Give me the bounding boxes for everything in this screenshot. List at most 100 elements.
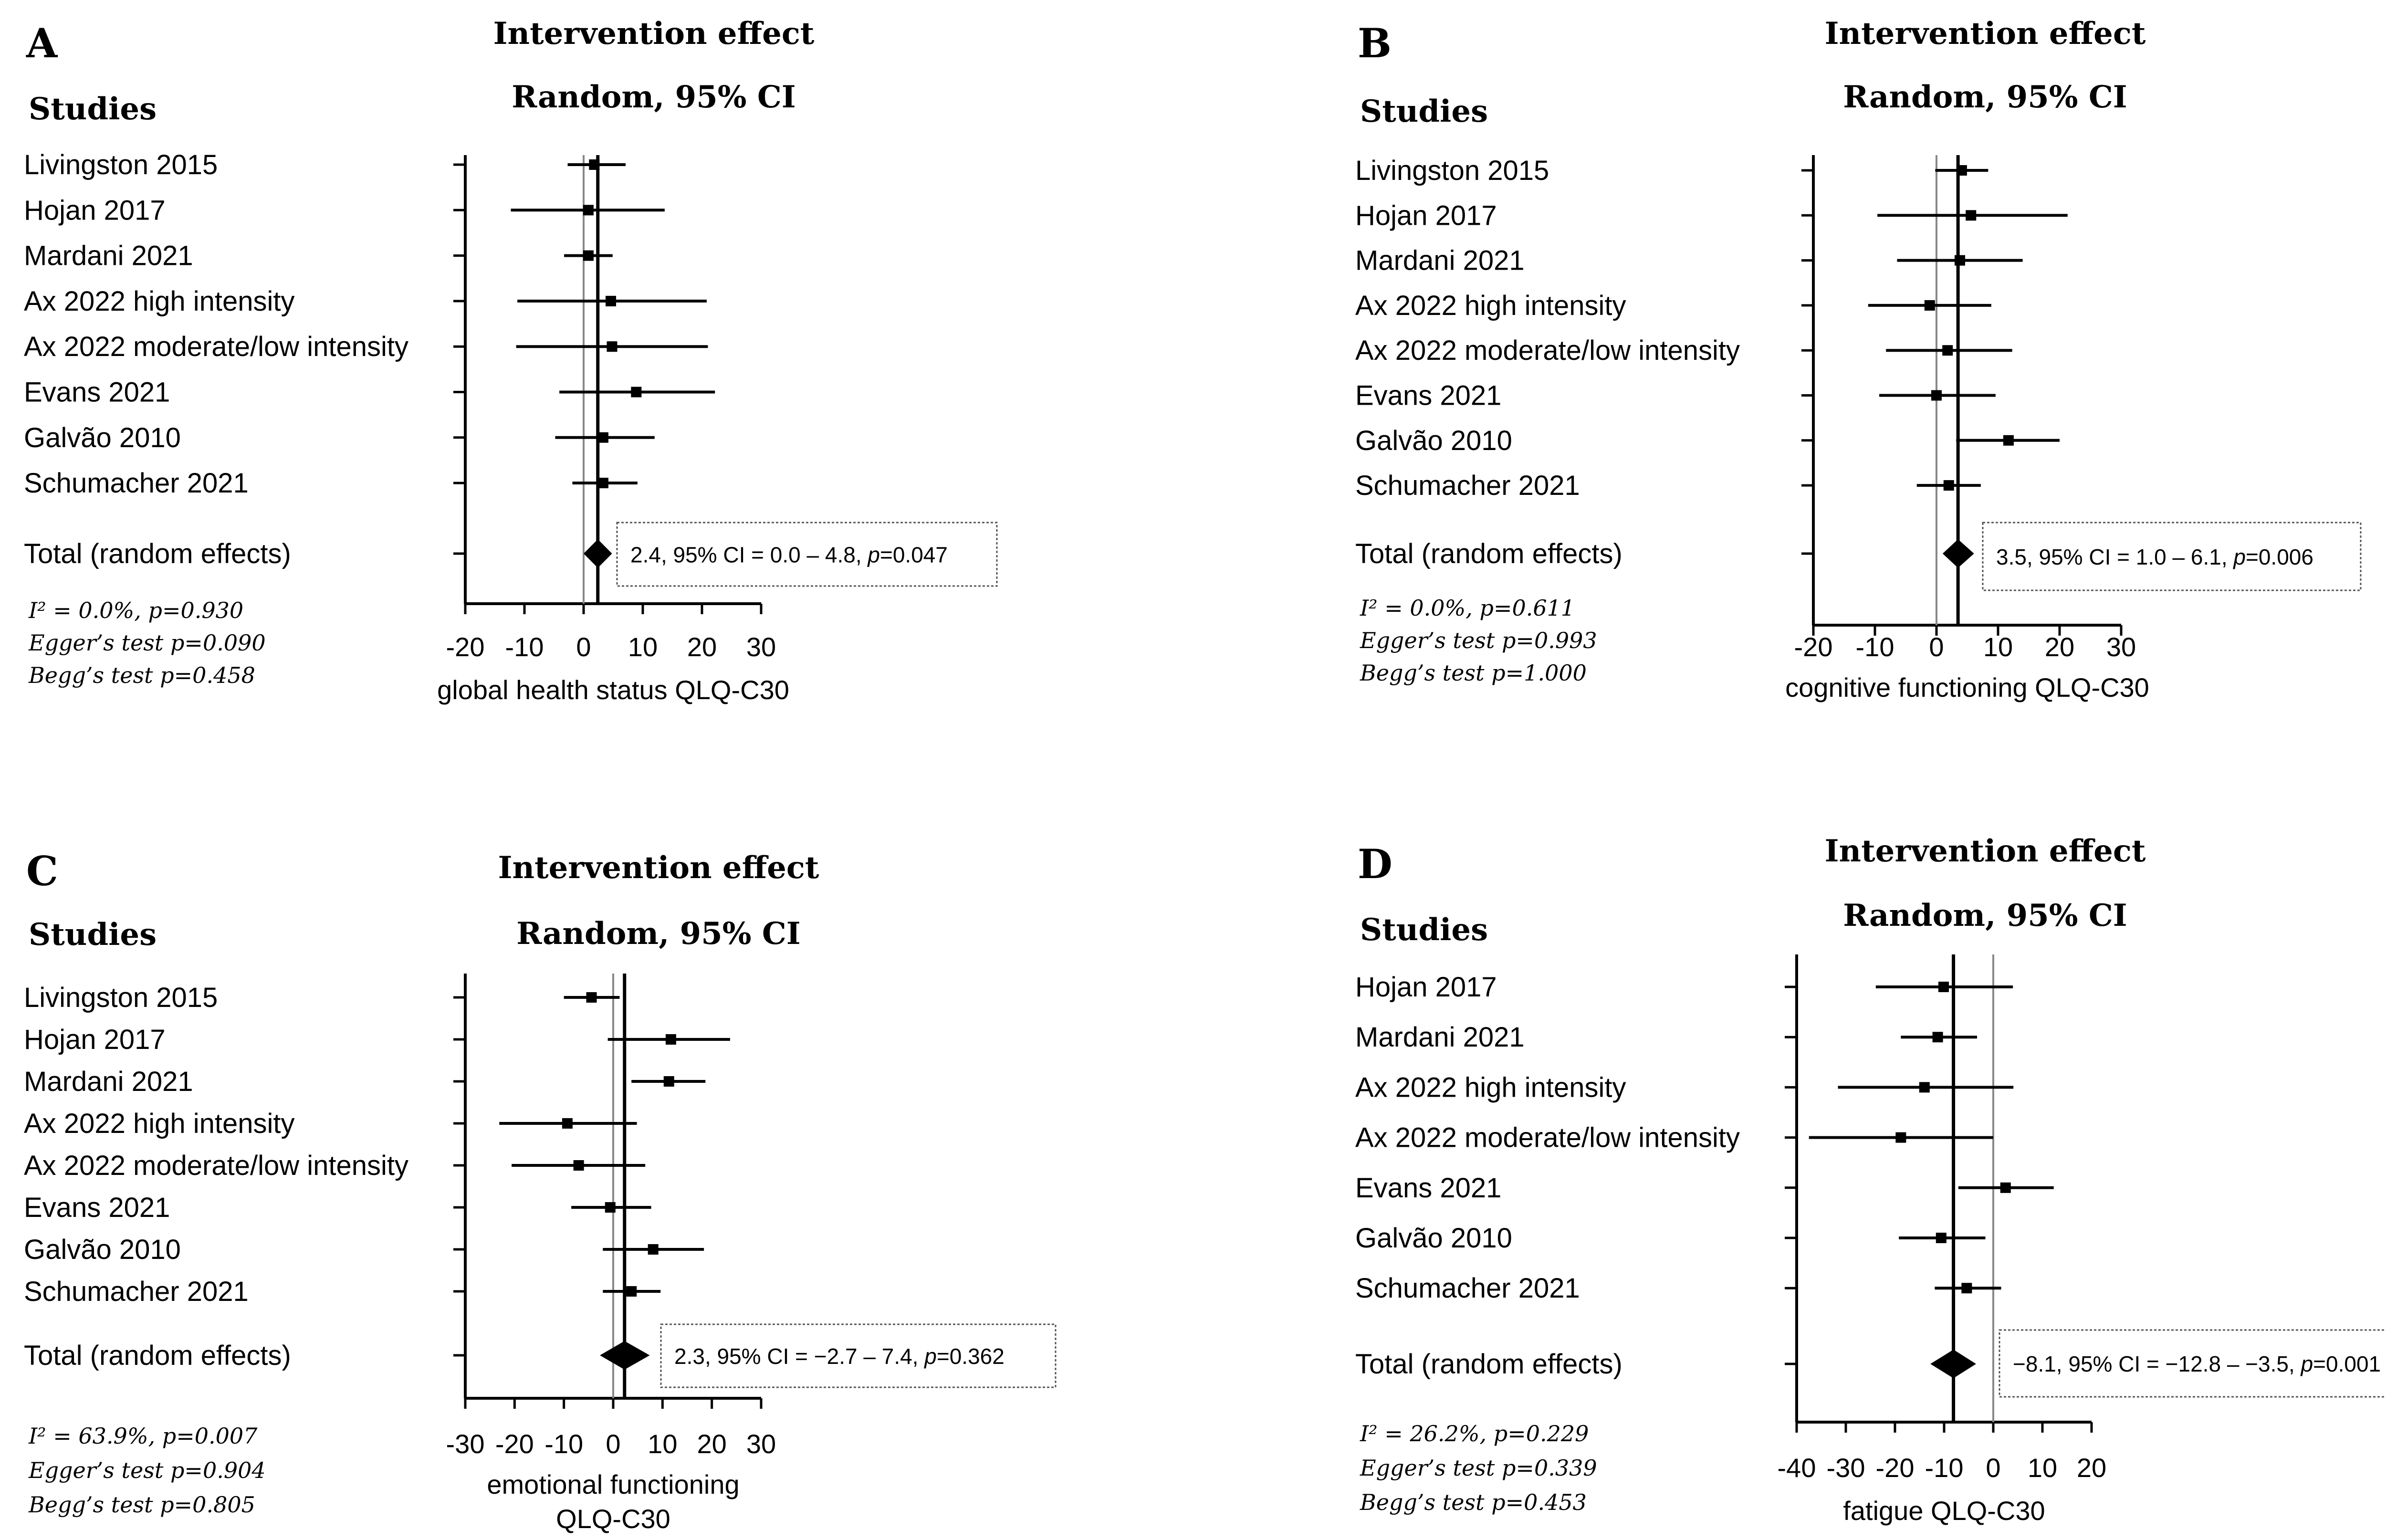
heterogeneity-stat: I² = 26.2%, p=0.229 [1360, 1421, 1589, 1446]
point-estimate [586, 992, 597, 1003]
pooled-diamond [600, 1341, 650, 1370]
total-label: Total (random effects) [1355, 1349, 1622, 1380]
point-estimate [2003, 435, 2014, 446]
study-row: Ax 2022 high intensity [24, 1108, 637, 1139]
pooled-diamond [1930, 1350, 1976, 1378]
x-axis-label: global health status QLQ-C30 [437, 675, 789, 705]
point-estimate [665, 1034, 676, 1045]
study-row: Galvão 2010 [24, 1234, 704, 1265]
panel-label: C [26, 848, 58, 895]
point-estimate [583, 250, 594, 261]
study-label: Ax 2022 high intensity [1355, 290, 1626, 321]
study-row: Hojan 2017 [1355, 972, 2013, 1003]
heterogeneity-stat: Begg’s test p=1.000 [1360, 660, 1587, 686]
study-label: Ax 2022 high intensity [24, 1108, 294, 1139]
point-estimate [1931, 390, 1942, 401]
pooled-result-text: 2.4, 95% CI = 0.0 – 4.8, p=0.047 [630, 543, 948, 567]
heterogeneity-stat: Egger’s test p=0.090 [28, 630, 266, 656]
x-tick-label: -10 [1925, 1453, 1964, 1483]
x-tick-label: 30 [2106, 632, 2136, 662]
study-row: Evans 2021 [24, 1192, 651, 1223]
header-intervention-effect: Intervention effect [1825, 16, 2146, 52]
point-estimate [626, 1286, 637, 1297]
point-estimate [1956, 165, 1967, 176]
study-label: Evans 2021 [1355, 1173, 1501, 1204]
study-label: Ax 2022 moderate/low intensity [1355, 335, 1740, 366]
heterogeneity-stat: Egger’s test p=0.339 [1360, 1455, 1597, 1481]
panel-a: A Studies Intervention effect Random, 95% C… [24, 16, 998, 705]
study-label: Mardani 2021 [24, 1066, 193, 1097]
study-row: Ax 2022 high intensity [24, 286, 707, 317]
x-tick-label: 10 [648, 1429, 677, 1459]
x-axis-label: fatigue QLQ-C30 [1843, 1496, 2045, 1526]
studies-header: Studies [1360, 912, 1488, 948]
header-random-ci: Random, 95% CI [1843, 898, 2127, 933]
pooled-result-box [1982, 522, 2362, 591]
study-row: Schumacher 2021 [1355, 1273, 2001, 1304]
x-tick-label: 0 [576, 632, 591, 662]
total-label: Total (random effects) [24, 538, 291, 569]
point-estimate [2000, 1182, 2011, 1193]
study-row: Schumacher 2021 [24, 468, 638, 499]
point-estimate [1936, 1233, 1946, 1243]
point-estimate [589, 159, 600, 170]
heterogeneity-stat: I² = 0.0%, p=0.611 [1360, 595, 1575, 621]
pooled-result-text: 2.3, 95% CI = −2.7 – 7.4, p=0.362 [674, 1344, 1005, 1369]
total-label: Total (random effects) [1355, 538, 1622, 569]
header-intervention-effect: Intervention effect [1825, 833, 2146, 869]
study-label: Schumacher 2021 [1355, 1273, 1580, 1304]
x-tick-label: 20 [697, 1429, 727, 1459]
x-tick-label: -10 [1856, 632, 1894, 662]
x-tick-label: 30 [746, 1429, 776, 1459]
point-estimate [1943, 480, 1954, 491]
pooled-result-text: 3.5, 95% CI = 1.0 – 6.1, p=0.006 [1996, 545, 2313, 569]
study-row: Schumacher 2021 [24, 1276, 661, 1307]
study-row: Mardani 2021 [1355, 245, 2023, 276]
header-intervention-effect: Intervention effect [493, 16, 815, 52]
pooled-result-box [1999, 1329, 2386, 1398]
x-tick-label: -30 [1827, 1453, 1865, 1483]
study-row: Mardani 2021 [1355, 1022, 1978, 1053]
study-row: Ax 2022 moderate/low intensity [1355, 1122, 1993, 1153]
point-estimate [1961, 1283, 1972, 1294]
study-label: Mardani 2021 [24, 241, 193, 272]
point-estimate [562, 1118, 573, 1129]
study-row: Livingston 2015 [1355, 155, 1988, 186]
point-estimate [583, 205, 594, 216]
x-tick-label: 30 [746, 632, 776, 662]
x-axis-label: QLQ-C30 [556, 1504, 670, 1534]
x-axis-label: cognitive functioning QLQ-C30 [1785, 672, 2149, 702]
x-tick-label: 20 [2077, 1453, 2106, 1483]
point-estimate [1919, 1082, 1930, 1093]
study-row: Mardani 2021 [24, 1066, 706, 1097]
x-tick-label: 0 [1929, 632, 1944, 662]
studies-header: Studies [29, 91, 157, 127]
heterogeneity-stat: I² = 0.0%, p=0.930 [28, 597, 243, 623]
heterogeneity-stat: Egger’s test p=0.993 [1360, 628, 1597, 653]
total-label: Total (random effects) [24, 1340, 291, 1371]
x-tick-label: -10 [505, 632, 544, 662]
study-label: Schumacher 2021 [1355, 470, 1580, 501]
x-tick-label: -10 [544, 1429, 583, 1459]
study-label: Ax 2022 high intensity [1355, 1072, 1626, 1103]
heterogeneity-stat: I² = 63.9%, p=0.007 [28, 1423, 258, 1449]
panel-d: D Studies Intervention effect Random, 95% C… [1355, 833, 2386, 1526]
point-estimate [605, 1202, 616, 1213]
header-random-ci: Random, 95% CI [516, 916, 800, 952]
pooled-result-box [660, 1323, 1057, 1388]
x-tick-label: -40 [1778, 1453, 1816, 1483]
heterogeneity-stat: Egger’s test p=0.904 [28, 1457, 266, 1483]
x-tick-label: -30 [446, 1429, 485, 1459]
study-label: Mardani 2021 [1355, 245, 1525, 276]
x-tick-label: -20 [495, 1429, 534, 1459]
study-label: Ax 2022 high intensity [24, 286, 294, 317]
study-row: Hojan 2017 [24, 1024, 730, 1055]
point-estimate [1895, 1132, 1906, 1143]
study-label: Ax 2022 moderate/low intensity [24, 331, 408, 362]
x-tick-label: 20 [2045, 632, 2074, 662]
study-label: Evans 2021 [24, 1192, 170, 1223]
header-random-ci: Random, 95% CI [512, 79, 795, 115]
study-label: Hojan 2017 [1355, 972, 1497, 1003]
panel-label: B [1358, 20, 1392, 67]
